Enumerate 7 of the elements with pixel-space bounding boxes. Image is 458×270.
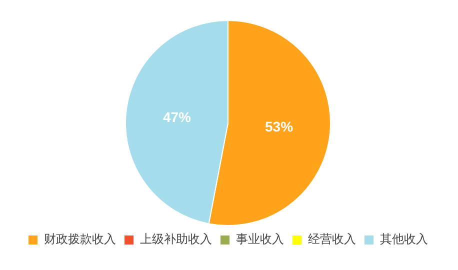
data-label: 53% bbox=[265, 118, 294, 135]
legend-label: 财政拨款收入 bbox=[44, 232, 116, 246]
legend-label: 经营收入 bbox=[308, 232, 356, 246]
legend-label: 其他收入 bbox=[380, 232, 428, 246]
legend-label: 上级补助收入 bbox=[140, 232, 212, 246]
data-label: 47% bbox=[162, 109, 192, 126]
legend-label: 事业收入 bbox=[236, 232, 284, 246]
